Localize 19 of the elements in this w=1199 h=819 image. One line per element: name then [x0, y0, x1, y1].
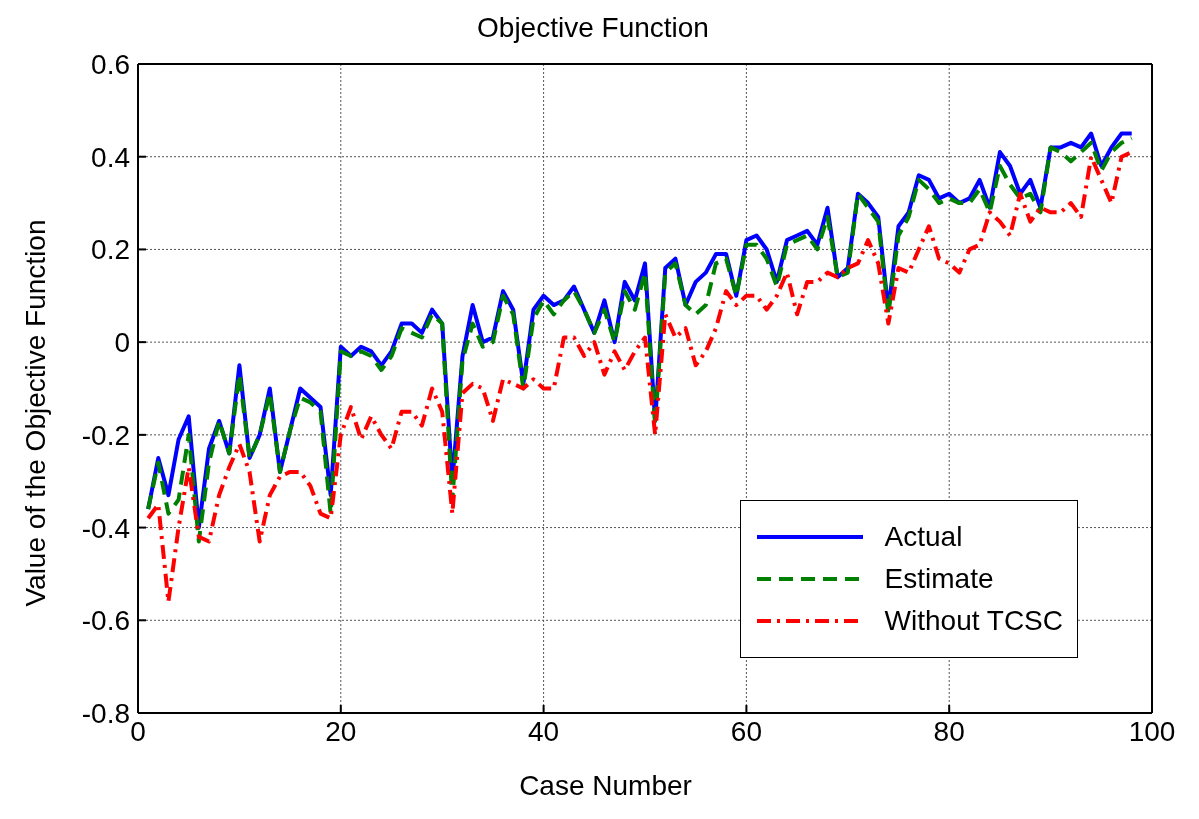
y-tick-label: 0	[114, 327, 130, 359]
x-tick-label: 80	[933, 715, 965, 747]
x-tick-label: 60	[730, 715, 762, 747]
x-tick-label: 100	[1128, 715, 1176, 747]
legend-label: Estimate	[884, 563, 994, 595]
x-axis-title: Case Number	[518, 770, 693, 802]
y-axis-title: Value of the Objective Function	[20, 219, 52, 607]
chart-title: Objective Function	[476, 12, 710, 44]
y-tick-label: 0.2	[91, 234, 130, 266]
legend-label: Without TCSC	[884, 605, 1063, 637]
y-tick-label: -0.6	[81, 605, 130, 637]
y-tick-label: -0.8	[81, 697, 130, 729]
y-tick-label: -0.4	[81, 512, 130, 544]
x-tick-label: 20	[325, 715, 357, 747]
y-tick-label: 0.4	[91, 141, 130, 173]
x-tick-label: 40	[528, 715, 560, 747]
y-tick-label: 0.6	[91, 48, 130, 80]
y-tick-label: -0.2	[81, 419, 130, 451]
legend-label: Actual	[884, 521, 963, 553]
